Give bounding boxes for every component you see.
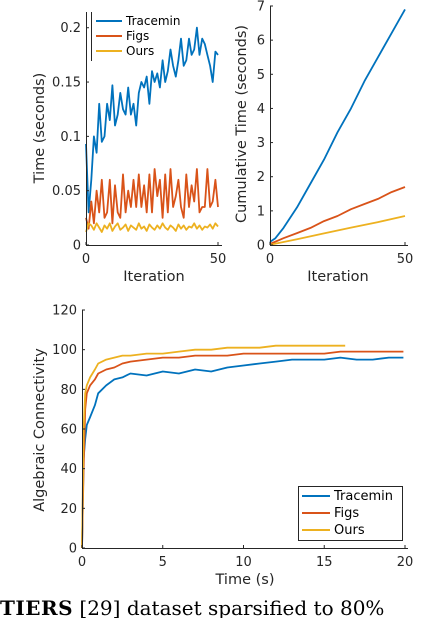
y-tick-label: 0	[73, 239, 81, 254]
plot-c-ticks: 0 20 40 60 80 100 120 0 5 10 15 20	[52, 304, 413, 571]
y-tick-label: 80	[60, 383, 77, 398]
x-tick-label: 5	[159, 555, 167, 570]
y-tick-label: 60	[60, 423, 77, 438]
y-tick-label: 6	[257, 34, 265, 49]
legend-c-label-ours: Ours	[334, 523, 365, 538]
x-tick-label: 0	[82, 252, 90, 267]
y-tick-label: 20	[60, 502, 77, 517]
plot-a-legend: Tracemin Figs Ours	[91, 12, 180, 61]
y-tick-label: 100	[52, 343, 77, 358]
series-line-ours	[81, 344, 346, 549]
x-tick-label: 0	[78, 555, 86, 570]
plot-a-series	[85, 26, 219, 233]
y-tick-label: 120	[52, 304, 77, 319]
series-line-ours	[269, 215, 406, 246]
series-line-tracemin	[81, 356, 404, 549]
series-line-ours	[85, 222, 219, 233]
plot-a-ylabel: Time (seconds)	[32, 73, 48, 185]
y-tick-label: 4	[257, 102, 265, 117]
y-tick-label: 2	[257, 170, 265, 185]
series-line-figs	[85, 168, 219, 230]
panel-algebraic-connectivity: 0 20 40 60 80 100 120 0 5 10 15 20 Time (s) Algebra…	[32, 304, 413, 589]
y-tick-label: 40	[60, 462, 77, 477]
legend-a-label-figs: Figs	[126, 29, 149, 43]
x-tick-label: 50	[210, 252, 227, 267]
panel-time-per-iteration: 0 0.05 0.1 0.15 0.2 0 50 Iteration Time (secon…	[32, 12, 226, 285]
y-tick-label: 3	[257, 136, 265, 151]
y-tick-label: 0	[69, 542, 77, 557]
x-tick-label: 50	[397, 252, 414, 267]
legend-a-label-ours: Ours	[126, 44, 154, 58]
caption-rest: [29] dataset sparsified to 80%	[73, 596, 385, 618]
plot-a-axes	[86, 12, 222, 246]
y-tick-label: 0.05	[52, 184, 81, 199]
plot-c-legend: Tracemin Figs Ours	[298, 486, 403, 541]
y-tick-label: 0.2	[60, 21, 81, 36]
y-tick-label: 5	[257, 68, 265, 83]
legend-c-label-tracemin: Tracemin	[333, 489, 393, 504]
plot-b-ylabel: Cumulative Time (seconds)	[234, 25, 250, 223]
series-line-tracemin	[85, 26, 219, 214]
caption-text: TIERS [29] dataset sparsified to 80%	[0, 596, 446, 618]
x-tick-label: 10	[235, 555, 252, 570]
y-tick-label: 0.1	[60, 130, 81, 145]
y-tick-label: 1	[257, 204, 265, 219]
plot-a-xlabel: Iteration	[123, 269, 185, 285]
caption-bold: TIERS	[0, 596, 74, 618]
x-tick-label: 15	[316, 555, 333, 570]
plot-b-ticks: 0 1 2 3 4 5 6 7 0 50	[257, 0, 414, 267]
figure: 00.050.10.150.20 50 Iteration Time (secon…	[32, 0, 413, 589]
series-line-tracemin	[269, 8, 406, 243]
series-line-figs	[81, 350, 404, 549]
legend-c-label-figs: Figs	[334, 506, 359, 521]
plot-b-axes	[270, 6, 408, 246]
plot-c-xlabel: Time (s)	[215, 572, 275, 588]
plot-b-series	[269, 8, 406, 246]
plot-c-series	[81, 344, 404, 549]
plot-b-xlabel: Iteration	[307, 269, 369, 285]
panel-cumulative-time: 0 1 2 3 4 5 6 7 0 50 Iteration Cumulative Time (s…	[234, 0, 413, 285]
legend-a-label-tracemin: Tracemin	[125, 14, 180, 28]
y-tick-label: 7	[257, 0, 265, 15]
y-tick-label: 0.15	[52, 76, 81, 91]
y-tick-label: 0	[257, 239, 265, 254]
plot-a-ticks: 0 0.05 0.1 0.15 0.2 0 50	[52, 21, 226, 267]
x-tick-label: 0	[266, 252, 274, 267]
series-line-figs	[269, 186, 406, 245]
x-tick-label: 20	[397, 555, 414, 570]
plot-c-ylabel: Algebraic Connectivity	[32, 348, 48, 512]
